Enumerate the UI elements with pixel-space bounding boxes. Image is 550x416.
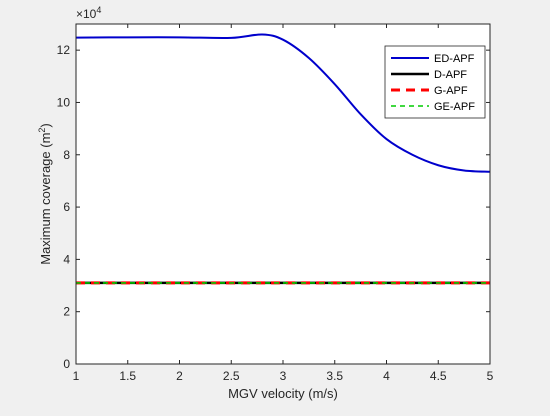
y-axis-label: Maximum coverage (m2) (37, 123, 53, 265)
x-tick-label: 4.5 (430, 369, 447, 383)
legend: ED-APF D-APF G-APF GE-APF (384, 45, 486, 119)
x-tick-label: 3 (280, 369, 287, 383)
y-axis-label-sup: 2 (37, 128, 47, 133)
y-tick-label: 4 (63, 252, 70, 266)
x-tick-label: 2.5 (223, 369, 240, 383)
x-tick-label: 2 (176, 369, 183, 383)
y-axis-ticks: 0 2 4 6 8 10 12 (57, 43, 490, 371)
y-tick-label: 8 (63, 148, 70, 162)
y-tick-label: 0 (63, 357, 70, 371)
x-tick-label: 1 (73, 369, 80, 383)
x-tick-label: 1.5 (119, 369, 136, 383)
y-exponent-power: 4 (96, 5, 101, 15)
legend-label-ge-apf: GE-APF (434, 101, 475, 113)
y-tick-label: 2 (63, 305, 70, 319)
series-layer (75, 33, 491, 285)
x-tick-label: 3.5 (326, 369, 343, 383)
x-axis-ticks: 1 1.5 2 2.5 3 3.5 4 4.5 5 (73, 24, 494, 383)
legend-label-ed-apf: ED-APF (434, 53, 475, 65)
x-axis-label: MGV velocity (m/s) (228, 386, 338, 401)
x-tick-label: 5 (487, 369, 494, 383)
y-tick-label: 6 (63, 200, 70, 214)
series-line-ed-apf (75, 33, 491, 173)
x-tick-label: 4 (383, 369, 390, 383)
y-tick-label: 10 (57, 95, 71, 109)
legend-label-g-apf: G-APF (434, 85, 468, 97)
y-exponent-base: ×104 (76, 5, 101, 21)
y-tick-label: 12 (57, 43, 71, 57)
legend-label-d-apf: D-APF (434, 69, 467, 81)
